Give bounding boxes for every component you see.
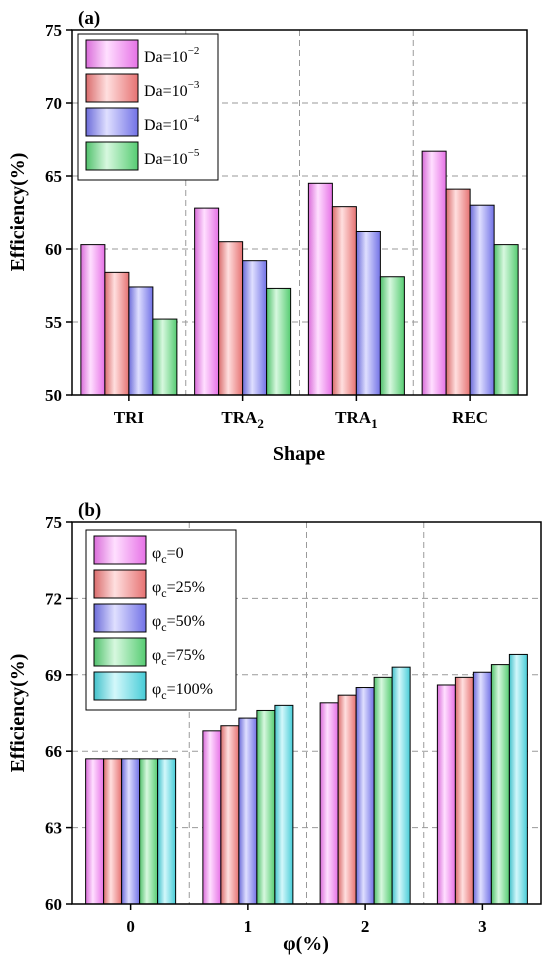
bar xyxy=(331,206,357,396)
legend-swatch xyxy=(85,141,139,171)
chart-a-legend: Da=10−2 Da=10−3 Da=10−4 Da=10−5 xyxy=(77,33,219,181)
chart-b-y-axis-title: Efficiency(%) xyxy=(7,654,29,773)
chart-panel-a: (a) 50 55 60 65 70 75 TRI TRA2 TRA1 REC Efficien… xyxy=(7,8,528,465)
chart-a-y-axis-title: Efficiency(%) xyxy=(7,153,29,272)
bar xyxy=(202,730,222,905)
legend-swatch xyxy=(85,73,139,103)
y-tick-label: 75 xyxy=(45,21,62,40)
bar xyxy=(80,244,106,396)
bar xyxy=(436,684,456,905)
legend-label: Da=10−2 xyxy=(144,45,199,66)
bar xyxy=(139,758,159,905)
chart-b-x-ticks: 0 1 2 3 xyxy=(126,904,487,936)
bar xyxy=(337,694,357,905)
x-tick-label: 0 xyxy=(126,917,135,936)
bar xyxy=(104,271,130,396)
bar xyxy=(373,676,393,905)
legend-label: Da=10−5 xyxy=(144,147,200,168)
bar xyxy=(103,758,123,905)
chart-a-y-ticks: 50 55 60 65 70 75 xyxy=(45,21,72,405)
legend-label: φc=75% xyxy=(152,647,205,668)
bar xyxy=(469,204,495,396)
legend-swatch xyxy=(93,535,147,565)
chart-b-y-ticks: 60 63 66 69 72 75 xyxy=(45,513,72,914)
bar xyxy=(307,182,333,396)
x-tick-label: TRA1 xyxy=(335,408,377,431)
chart-a-bars xyxy=(80,150,519,396)
bar xyxy=(355,687,375,905)
x-tick-label: 1 xyxy=(244,917,253,936)
legend-label: φc=25% xyxy=(152,579,205,600)
bar xyxy=(85,758,105,905)
chart-b-legend: φc=0 φc=25% φc=50% φc=75% φc=100% xyxy=(85,529,237,711)
legend-swatch xyxy=(93,603,147,633)
x-tick-label: 2 xyxy=(361,917,370,936)
legend-label: Da=10−3 xyxy=(144,79,200,100)
y-tick-label: 60 xyxy=(45,895,62,914)
y-tick-label: 72 xyxy=(45,589,62,608)
bar xyxy=(454,676,474,905)
bar xyxy=(157,758,177,905)
x-tick-label: TRA2 xyxy=(221,408,263,431)
bar xyxy=(152,318,178,396)
y-tick-label: 55 xyxy=(45,313,62,332)
legend-label: Da=10−4 xyxy=(144,113,200,134)
y-tick-label: 63 xyxy=(45,819,62,838)
bar xyxy=(490,664,510,905)
bar xyxy=(319,702,339,905)
bar xyxy=(472,671,492,905)
panel-a-label: (a) xyxy=(78,8,100,29)
y-tick-label: 65 xyxy=(45,167,62,186)
y-tick-label: 69 xyxy=(45,666,62,685)
y-tick-label: 50 xyxy=(45,386,62,405)
chart-b-bars xyxy=(85,653,528,905)
bar xyxy=(508,653,528,905)
bar xyxy=(242,260,268,396)
bar xyxy=(274,704,294,905)
legend-label: φc=0 xyxy=(152,545,184,566)
chart-b-plot-frame xyxy=(71,521,542,905)
bar xyxy=(266,287,292,396)
chart-a-plot-frame xyxy=(71,29,528,396)
legend-swatch xyxy=(85,39,139,69)
legend-swatch xyxy=(85,107,139,137)
bar xyxy=(445,188,471,396)
bar xyxy=(421,150,447,396)
y-tick-label: 75 xyxy=(45,513,62,532)
bar xyxy=(238,717,258,905)
bar xyxy=(220,725,240,905)
bar xyxy=(194,207,220,396)
panel-b-label: (b) xyxy=(78,500,101,521)
bar xyxy=(391,666,411,905)
x-tick-label: TRI xyxy=(114,408,145,427)
chart-panel-b: (b) 60 63 66 69 72 75 0 1 2 3 Efficiency(%) φ(%)… xyxy=(7,500,542,955)
legend-swatch xyxy=(93,569,147,599)
legend-swatch xyxy=(93,671,147,701)
y-tick-label: 66 xyxy=(45,742,62,761)
legend-label: φc=100% xyxy=(152,681,213,702)
bar xyxy=(256,709,276,905)
bar xyxy=(128,286,154,396)
x-tick-label: REC xyxy=(452,408,488,427)
chart-b-x-axis-title: φ(%) xyxy=(283,933,329,955)
bar xyxy=(121,758,141,905)
x-tick-label: 3 xyxy=(478,917,487,936)
y-tick-label: 60 xyxy=(45,240,62,259)
y-tick-label: 70 xyxy=(45,94,62,113)
chart-a-x-axis-title: Shape xyxy=(273,443,325,465)
legend-swatch xyxy=(93,637,147,667)
chart-a-x-ticks: TRI TRA2 TRA1 REC xyxy=(114,395,488,431)
legend-label: φc=50% xyxy=(152,613,205,634)
bar xyxy=(355,230,381,396)
bar xyxy=(379,276,405,396)
bar xyxy=(493,244,519,396)
bar xyxy=(218,241,244,396)
